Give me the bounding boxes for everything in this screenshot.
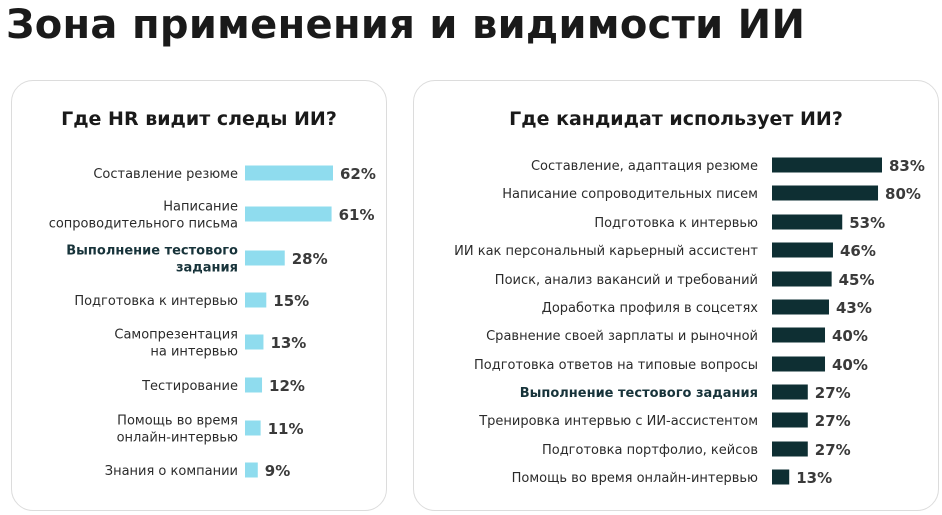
hr-value-label: 13% xyxy=(270,334,306,352)
candidate-bar xyxy=(772,157,882,173)
candidate-value-label: 83% xyxy=(889,157,925,175)
candidate-value-label: 43% xyxy=(836,299,872,317)
candidate-bar xyxy=(772,214,843,230)
hr-bar xyxy=(245,377,263,393)
hr-chart-panel: Где HR видит следы ИИ? Составление резюм… xyxy=(11,80,387,511)
candidate-value-label: 40% xyxy=(832,327,868,345)
hr-bar xyxy=(245,165,333,181)
candidate-value-label: 13% xyxy=(796,469,832,487)
candidate-bar xyxy=(772,271,832,287)
candidate-bar-chart: Составление, адаптация резюме 83% Написани… xyxy=(454,157,925,487)
candidate-value-label: 80% xyxy=(885,185,921,203)
hr-category-label: Самопрезентация xyxy=(114,328,238,343)
candidate-category-label: Подготовка ответов на типовые вопросы xyxy=(474,358,758,373)
candidate-category-label: ИИ как персональный карьерный ассистент xyxy=(454,244,758,259)
hr-category-label: Тестирование xyxy=(141,379,238,394)
candidate-value-label: 27% xyxy=(815,384,851,402)
hr-bar xyxy=(245,462,258,478)
hr-category-label: Выполнение тестового xyxy=(66,244,238,259)
candidate-bar xyxy=(772,299,829,315)
candidate-category-label: Написание сопроводительных писем xyxy=(502,187,758,202)
hr-value-label: 62% xyxy=(340,165,376,183)
hr-bar xyxy=(245,334,264,350)
hr-category-label: задания xyxy=(176,261,238,276)
hr-value-label: 28% xyxy=(292,250,328,268)
hr-category-label: Подготовка к интервью xyxy=(74,294,238,309)
candidate-category-label: Поиск, анализ вакансий и требований xyxy=(495,273,758,288)
candidate-category-label: Доработка профиля в соцсетях xyxy=(542,301,759,316)
hr-category-label: сопроводительного письма xyxy=(49,217,238,232)
hr-bar xyxy=(245,420,261,436)
hr-bar-chart: Составление резюме 62% Написание сопроводит… xyxy=(49,165,376,480)
candidate-value-label: 53% xyxy=(849,214,885,232)
candidate-bar xyxy=(772,412,808,428)
candidate-value-label: 46% xyxy=(840,242,876,260)
candidate-bar xyxy=(772,441,808,457)
candidate-bar xyxy=(772,469,790,485)
candidate-category-label: Подготовка к интервью xyxy=(594,216,758,231)
hr-value-label: 9% xyxy=(265,462,290,480)
candidate-category-label: Составление, адаптация резюме xyxy=(531,159,758,174)
hr-value-label: 61% xyxy=(339,206,375,224)
candidate-chart-panel: Где кандидат использует ИИ? Составление,… xyxy=(413,80,939,511)
hr-value-label: 11% xyxy=(268,420,304,438)
hr-chart-title: Где HR видит следы ИИ? xyxy=(61,108,337,130)
hr-value-label: 12% xyxy=(269,377,305,395)
candidate-bar xyxy=(772,384,808,400)
hr-category-label: Помощь во время xyxy=(117,414,238,429)
hr-bar xyxy=(245,292,267,308)
candidate-bar xyxy=(772,327,826,343)
candidate-bar xyxy=(772,185,879,201)
hr-bar xyxy=(245,250,285,266)
candidate-value-label: 27% xyxy=(815,441,851,459)
candidate-value-label: 27% xyxy=(815,412,851,430)
hr-category-label: онлайн-интервью xyxy=(117,431,238,446)
page-title: Зона применения и видимости ИИ xyxy=(6,2,806,48)
hr-category-label: Написание xyxy=(163,200,238,215)
candidate-bar xyxy=(772,356,826,372)
candidate-value-label: 45% xyxy=(839,271,875,289)
candidate-category-label: Сравнение своей зарплаты и рыночной xyxy=(486,329,758,344)
hr-bar xyxy=(245,206,332,222)
candidate-category-label: Подготовка портфолио, кейсов xyxy=(542,443,758,458)
hr-category-label: Составление резюме xyxy=(93,167,238,182)
hr-category-label: на интервью xyxy=(150,345,238,360)
hr-value-label: 15% xyxy=(273,292,309,310)
candidate-category-label: Выполнение тестового задания xyxy=(520,386,758,401)
candidate-value-label: 40% xyxy=(832,356,868,374)
candidate-category-label: Тренировка интервью с ИИ-ассистентом xyxy=(478,414,758,429)
hr-category-label: Знания о компании xyxy=(105,464,238,479)
candidate-chart-title: Где кандидат использует ИИ? xyxy=(509,108,843,130)
candidate-bar xyxy=(772,242,833,258)
candidate-category-label: Помощь во время онлайн-интервью xyxy=(512,471,758,486)
